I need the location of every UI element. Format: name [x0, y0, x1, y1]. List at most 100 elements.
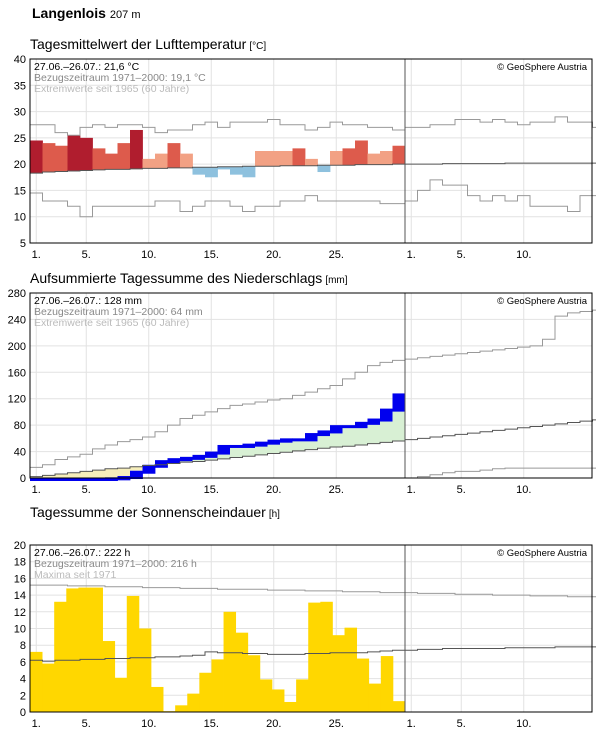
precipitation-step — [180, 456, 193, 462]
y-tick-label: 0 — [20, 707, 26, 719]
x-tick-label: 5. — [457, 718, 466, 729]
y-tick-label: 120 — [8, 394, 26, 406]
info-line-1: 27.06.–26.07.: 222 h — [34, 547, 130, 559]
sunshine-max-line — [30, 584, 596, 598]
sunshine-day-bar — [308, 602, 321, 712]
sunshine-day-bar — [332, 635, 345, 712]
x-tick-label: 10. — [516, 484, 531, 496]
precipitation-step — [92, 478, 106, 481]
sunshine-day-bar — [42, 663, 55, 712]
sunshine-day-bar — [247, 655, 261, 712]
x-tick-label: 25. — [329, 718, 344, 729]
precipitation-deviation-area — [92, 470, 106, 478]
temperature-day-bar — [67, 135, 81, 171]
y-tick-label: 12 — [14, 607, 26, 619]
sunshine-day-bar — [271, 689, 285, 712]
x-tick-label: 1. — [32, 249, 41, 261]
y-tick-label: 14 — [14, 590, 26, 602]
precipitation-step — [355, 421, 368, 429]
precipitation-deviation-area — [230, 444, 243, 458]
x-tick-label: 1. — [407, 249, 416, 261]
precipitation-title-text: Aufsummierte Tagessumme des Niederschlag… — [30, 270, 323, 286]
precipitation-step — [292, 438, 306, 442]
sunshine-day-bar — [54, 601, 67, 712]
x-tick-label: 25. — [329, 249, 344, 261]
x-tick-label: 10. — [516, 718, 531, 729]
info-line-3: Extremwerte seit 1965 (60 Jahre) — [34, 317, 189, 329]
precipitation-deviation-area — [30, 476, 43, 478]
temperature-unit: [°C] — [249, 41, 267, 52]
precipitation-step — [30, 478, 43, 481]
y-tick-label: 35 — [14, 80, 26, 92]
x-tick-label: 10. — [141, 484, 156, 496]
sunshine-unit: [h] — [268, 509, 280, 520]
precipitation-unit: [mm] — [325, 275, 348, 286]
sunshine-day-bar — [102, 641, 116, 712]
sunshine-day-bar — [223, 611, 237, 712]
y-tick-label: 20 — [14, 159, 26, 171]
precipitation-step — [392, 393, 406, 412]
station-name: Langenlois — [32, 5, 106, 21]
temperature-day-bar — [330, 151, 343, 166]
precipitation-step — [155, 460, 168, 468]
y-tick-label: 200 — [8, 341, 26, 353]
precipitation-deviation-area — [130, 466, 143, 471]
temperature-day-bar — [305, 158, 318, 166]
temperature-day-bar — [205, 167, 218, 178]
x-tick-label: 15. — [204, 249, 219, 261]
x-tick-label: 15. — [204, 484, 219, 496]
sunshine-day-bar — [380, 656, 394, 712]
x-tick-label: 5. — [82, 718, 91, 729]
precipitation-deviation-area — [80, 471, 93, 478]
precipitation-step — [230, 444, 243, 448]
sunshine-day-bar — [284, 701, 297, 712]
sunshine-day-bar — [211, 659, 224, 712]
sunshine-mean-line — [30, 646, 596, 662]
y-tick-label: 5 — [20, 238, 26, 250]
temperature-day-bar — [355, 140, 368, 165]
copyright-label: © GeoSphere Austria — [497, 548, 588, 559]
temperature-day-bar — [380, 151, 393, 165]
sunshine-day-bar — [175, 705, 188, 712]
temperature-day-bar — [80, 137, 93, 171]
temperature-max-line — [30, 116, 596, 136]
x-tick-label: 1. — [32, 484, 41, 496]
x-tick-label: 20. — [266, 249, 281, 261]
temperature-day-bar — [180, 153, 193, 168]
plot-frame — [29, 58, 593, 244]
info-line-3: Maxima seit 1971 — [34, 569, 116, 581]
precipitation-step — [280, 438, 293, 443]
precipitation-max-line — [30, 309, 596, 468]
temperature-day-bar — [242, 166, 256, 178]
y-tick-label: 10 — [14, 624, 26, 636]
sunshine-day-bar — [296, 679, 309, 712]
temperature-day-bar — [117, 143, 131, 170]
temperature-day-bar — [230, 166, 243, 175]
precipitation-deviation-area — [342, 425, 356, 447]
precipitation-step — [317, 430, 331, 437]
copyright-label: © GeoSphere Austria — [497, 62, 588, 73]
precipitation-chart-title: Aufsummierte Tagessumme des Niederschlag… — [30, 270, 348, 286]
y-tick-label: 280 — [8, 288, 26, 300]
sunshine-day-bar — [90, 587, 103, 712]
x-tick-label: 1. — [32, 718, 41, 729]
precipitation-step — [142, 464, 156, 474]
y-tick-label: 160 — [8, 367, 26, 379]
info-line-3: Extremwerte seit 1965 (60 Jahre) — [34, 83, 189, 95]
temperature-mean-line — [30, 162, 596, 174]
precipitation-mean-line — [30, 419, 596, 478]
temperature-day-bar — [280, 151, 293, 166]
y-tick-label: 16 — [14, 573, 26, 585]
temperature-day-bar — [92, 148, 106, 170]
precipitation-step — [42, 478, 56, 481]
temperature-day-bar — [167, 143, 181, 168]
precipitation-step — [192, 454, 206, 460]
precipitation-step — [167, 458, 181, 464]
temperature-day-bar — [267, 151, 281, 167]
sunshine-chart-title: Tagessumme der Sonnenscheindauer [h] — [30, 504, 280, 520]
copyright-label: © GeoSphere Austria — [497, 296, 588, 307]
x-tick-label: 10. — [141, 249, 156, 261]
y-tick-label: 6 — [20, 657, 26, 669]
sunshine-day-bar — [78, 587, 91, 712]
